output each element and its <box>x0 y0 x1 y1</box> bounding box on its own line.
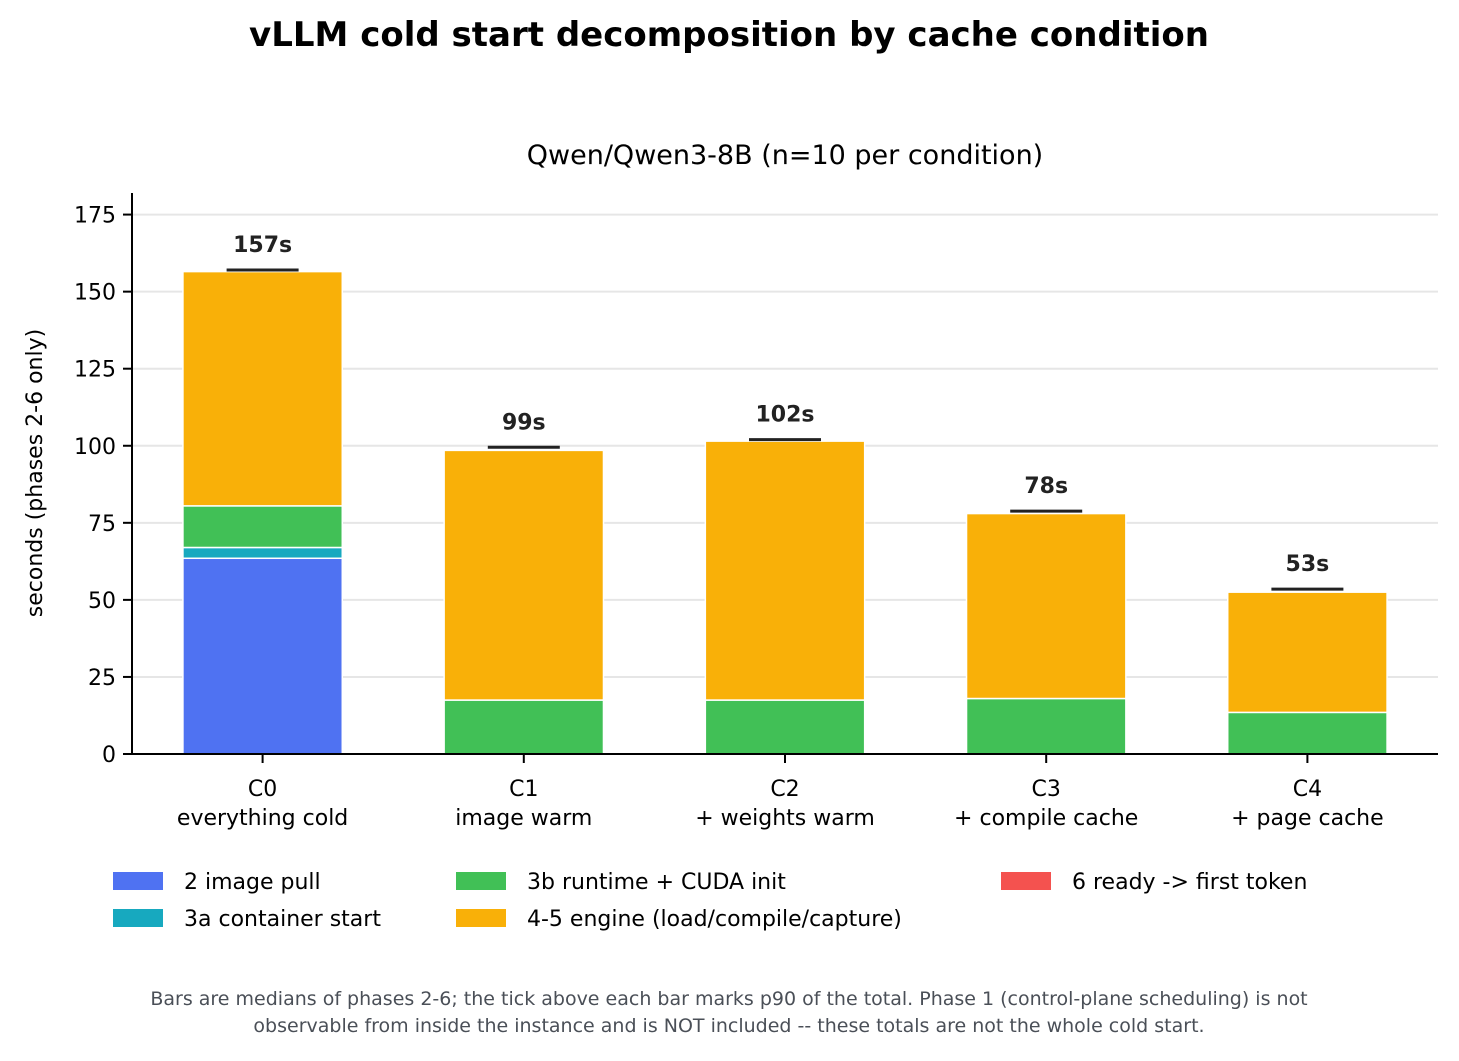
total-label: 157s <box>233 233 292 258</box>
bar-segment <box>182 546 344 560</box>
x-ticks: C0 everything cold C1 image warm C2 + weights… <box>177 754 1384 831</box>
x-tick-label: + weights warm <box>695 806 875 831</box>
y-tick-label: 50 <box>88 589 116 614</box>
bar-segment <box>704 440 866 701</box>
legend-label: 3b runtime + CUDA init <box>527 870 786 895</box>
legend-label: 2 image pull <box>184 870 321 895</box>
bar-segment <box>1226 591 1388 714</box>
chart-axes-title: Qwen/Qwen3-8B (n=10 per condition) <box>527 140 1043 171</box>
x-tick-label: image warm <box>455 806 592 831</box>
x-tick-label: C2 <box>770 777 799 802</box>
y-tick-label: 175 <box>74 204 116 229</box>
y-tick-label: 0 <box>102 743 116 768</box>
y-tick-label: 150 <box>74 281 116 306</box>
y-tick-label: 100 <box>74 435 116 460</box>
bar-segment <box>182 270 344 507</box>
footnote-line-2: observable from inside the instance and … <box>253 1015 1204 1037</box>
total-label: 78s <box>1024 474 1068 499</box>
bar-segment <box>443 449 605 701</box>
legend-label: 6 ready -> first token <box>1072 870 1307 895</box>
legend-label: 4-5 engine (load/compile/capture) <box>527 907 902 932</box>
legend-swatch <box>456 909 506 927</box>
total-label: 102s <box>755 403 814 428</box>
footnote-line-1: Bars are medians of phases 2-6; the tick… <box>150 988 1307 1010</box>
x-tick-label: C3 <box>1032 777 1061 802</box>
bar-segment <box>965 512 1127 700</box>
bar-segment <box>182 557 344 755</box>
y-tick-label: 125 <box>74 358 116 383</box>
total-label: 53s <box>1286 552 1330 577</box>
x-tick-label: + page cache <box>1231 806 1384 831</box>
p90-ticks: 157s 99s 102s 78s 53s <box>226 233 1344 591</box>
bar-segment <box>1226 711 1388 755</box>
legend-swatch <box>113 872 163 890</box>
y-tick-label: 25 <box>88 666 116 691</box>
legend-label: 3a container start <box>184 907 381 932</box>
x-tick-label: C0 <box>248 777 277 802</box>
chart-suptitle: vLLM cold start decomposition by cache c… <box>249 15 1209 55</box>
x-tick-label: + compile cache <box>954 806 1138 831</box>
bar-segment <box>443 699 605 755</box>
y-axis-label: seconds (phases 2-6 only) <box>23 329 48 617</box>
bar-segment <box>704 699 866 755</box>
x-tick-label: everything cold <box>177 806 348 831</box>
bar-segment <box>965 697 1127 755</box>
legend: 2 image pull 3a container start 3b runtime… <box>113 870 1307 932</box>
x-tick-label: C1 <box>509 777 538 802</box>
y-ticks: 0 25 50 75 100 125 150 175 <box>74 204 132 768</box>
legend-swatch <box>113 909 163 927</box>
x-tick-label: C4 <box>1293 777 1322 802</box>
legend-swatch <box>456 872 506 890</box>
bar-segment <box>182 505 344 549</box>
legend-swatch <box>1001 872 1051 890</box>
total-label: 99s <box>502 410 546 435</box>
y-tick-label: 75 <box>88 512 116 537</box>
bars <box>182 270 1388 755</box>
